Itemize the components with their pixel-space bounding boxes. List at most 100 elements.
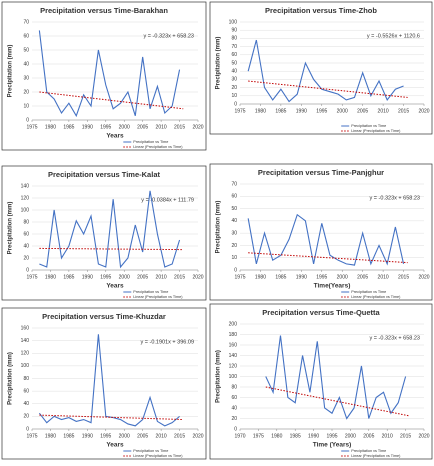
y-axis-label: Precipitation (mm) <box>216 201 222 254</box>
x-axis-label: Years <box>106 133 124 140</box>
y-tick-label: 60 <box>231 194 237 200</box>
y-tick-label: 50 <box>231 206 237 212</box>
data-line <box>38 30 181 118</box>
legend-label: Linear (Precipitation vs Time) <box>133 145 183 149</box>
x-tick-label: 1980 <box>255 274 266 280</box>
chart-title: Precipitation versus Time-Kalat <box>48 170 160 179</box>
x-tick-label: 1975 <box>26 433 37 439</box>
x-tick-label: 2010 <box>156 274 167 280</box>
y-tick-label: 180 <box>229 332 238 338</box>
x-tick-label: 2005 <box>357 108 368 114</box>
legend-label: Linear (Precipitation vs Time) <box>351 129 401 133</box>
equation: y = -0.323x + 658.23 <box>370 335 420 341</box>
y-tick-label: 0 <box>26 117 29 123</box>
data-line <box>265 335 407 420</box>
panel-border <box>1 165 207 301</box>
y-tick-label: 20 <box>231 243 237 249</box>
y-tick-label: 80 <box>231 384 237 390</box>
x-tick-label: 1990 <box>308 433 319 439</box>
chart-title: Precipitation versus Time-Quetta <box>262 308 380 317</box>
chart-title: Precipitation versus Time-Panjghur <box>258 168 384 177</box>
x-tick-label: 2015 <box>174 433 185 439</box>
y-tick-label: 60 <box>23 388 29 394</box>
x-tick-label: 1995 <box>316 108 327 114</box>
x-tick-label: 2010 <box>378 274 389 280</box>
y-tick-label: 20 <box>231 85 237 91</box>
x-tick-label: 2005 <box>363 433 374 439</box>
y-tick-label: 40 <box>231 69 237 75</box>
x-tick-label: 2000 <box>337 108 348 114</box>
y-tick-label: 140 <box>21 183 30 189</box>
x-tick-label: 2015 <box>174 124 185 130</box>
y-tick-label: 80 <box>23 376 29 382</box>
chart-title: Precipitation versus Time-Zhob <box>265 6 377 15</box>
y-tick-label: 140 <box>229 353 238 359</box>
x-tick-label: 2020 <box>418 433 429 439</box>
x-tick-label: 1995 <box>100 274 111 280</box>
x-tick-label: 2020 <box>192 124 203 130</box>
x-tick-label: 1975 <box>234 108 245 114</box>
x-tick-label: 2020 <box>418 274 429 280</box>
trend-line <box>248 80 408 98</box>
x-tick-label: 2005 <box>137 274 148 280</box>
y-tick-label: 100 <box>229 374 238 380</box>
trend-line <box>39 247 184 251</box>
legend-label: Linear (Precipitation vs Time) <box>351 454 401 458</box>
panel-border <box>209 1 433 135</box>
x-tick-label: 1990 <box>296 274 307 280</box>
x-axis-label: Time (Years) <box>313 442 352 449</box>
panel-border <box>209 303 433 460</box>
x-tick-label: 1985 <box>275 108 286 114</box>
data-line <box>38 334 180 427</box>
x-tick-label: 2020 <box>418 108 429 114</box>
y-tick-label: 60 <box>23 33 29 39</box>
y-tick-label: 30 <box>23 75 29 81</box>
x-tick-label: 1980 <box>45 433 56 439</box>
data-line <box>247 39 404 103</box>
trend-line <box>265 386 410 417</box>
x-tick-label: 1990 <box>82 433 93 439</box>
x-tick-label: 1985 <box>290 433 301 439</box>
equation: y = -0.1901x + 396.09 <box>140 339 194 345</box>
y-tick-label: 200 <box>229 321 238 327</box>
data-line <box>247 213 405 266</box>
x-tick-label: 2020 <box>192 433 203 439</box>
y-tick-label: 100 <box>21 363 30 369</box>
data-line <box>39 190 181 269</box>
y-axis-label: Precipitation (mm) <box>8 352 14 405</box>
x-tick-label: 1985 <box>63 274 74 280</box>
trend-line <box>248 252 408 264</box>
y-tick-label: 30 <box>231 230 237 236</box>
y-tick-label: 60 <box>23 231 29 237</box>
x-tick-label: 1985 <box>275 274 286 280</box>
y-tick-label: 40 <box>23 243 29 249</box>
x-tick-label: 1995 <box>100 433 111 439</box>
y-tick-label: 70 <box>23 19 29 25</box>
x-tick-label: 1975 <box>253 433 264 439</box>
y-tick-label: 120 <box>21 195 30 201</box>
y-tick-label: 90 <box>231 28 237 34</box>
y-tick-label: 10 <box>231 255 237 261</box>
legend-label: Linear (Precipitation vs Time) <box>133 454 183 458</box>
x-axis-label: Years <box>106 283 124 290</box>
x-tick-label: 2005 <box>137 124 148 130</box>
x-tick-label: 1975 <box>26 124 37 130</box>
legend-label: Precipitation vs Time <box>351 124 386 128</box>
equation: y = -0.323x + 658.23 <box>370 195 420 201</box>
y-axis-label: Precipitation (mm) <box>216 350 222 403</box>
y-tick-label: 60 <box>231 395 237 401</box>
legend-label: Precipitation vs Time <box>351 449 386 453</box>
y-tick-label: 30 <box>231 77 237 83</box>
y-tick-label: 20 <box>23 89 29 95</box>
y-tick-label: 160 <box>21 325 30 331</box>
y-tick-label: 0 <box>234 101 237 107</box>
x-tick-label: 2000 <box>337 274 348 280</box>
x-tick-label: 1980 <box>255 108 266 114</box>
chart-title: Precipitation versus Time-Barakhan <box>40 6 168 15</box>
equation: y = -0.0384x + 111.79 <box>141 197 194 203</box>
y-tick-label: 40 <box>23 61 29 67</box>
y-axis-label: Precipitation (mm) <box>216 37 222 90</box>
x-tick-label: 1995 <box>100 124 111 130</box>
